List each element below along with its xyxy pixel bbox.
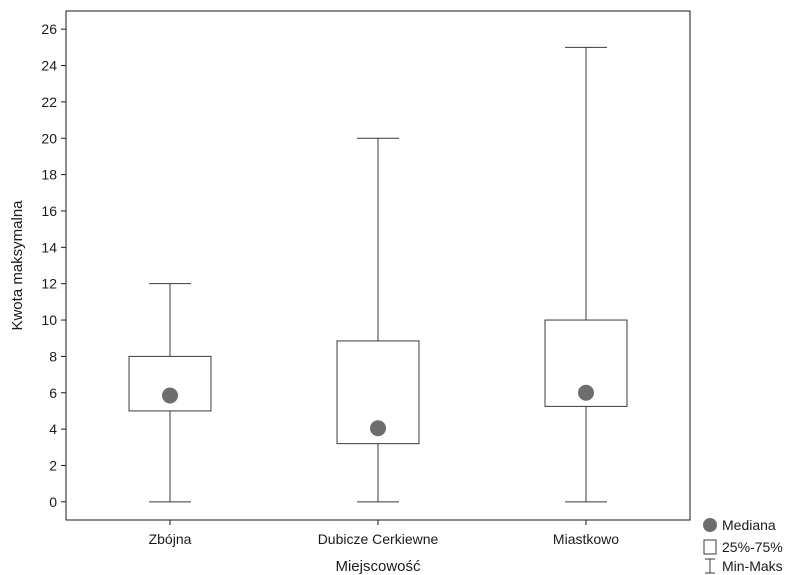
box-group (336, 137, 420, 503)
y-tick-label: 20 (41, 130, 57, 146)
y-tick-label: 18 (41, 167, 57, 183)
legend-item: Min-Maks (705, 558, 783, 574)
legend: Mediana 25%-75% Min-Maks (703, 517, 783, 574)
y-tick-label: 12 (41, 276, 57, 292)
y-tick-label: 26 (41, 21, 57, 37)
x-tick-label: Zbójna (149, 531, 192, 547)
y-axis-title: Kwota maksymalna (9, 200, 26, 331)
y-tick-label: 0 (49, 494, 57, 510)
legend-label: Mediana (722, 517, 776, 533)
x-axis-title: Miejscowość (335, 558, 421, 575)
x-tick-label: Dubicze Cerkiewne (318, 531, 439, 547)
legend-item: Mediana (703, 517, 776, 533)
y-tick-label: 8 (49, 348, 57, 364)
legend-median-icon (703, 518, 717, 532)
y-tick-label: 22 (41, 94, 57, 110)
y-tick-label: 16 (41, 203, 57, 219)
legend-item: 25%-75% (703, 539, 783, 555)
legend-box-icon (703, 539, 717, 555)
box-group (128, 283, 212, 503)
legend-label: 25%-75% (722, 539, 783, 555)
y-tick-label: 10 (41, 312, 57, 328)
median-marker (162, 387, 178, 404)
median-marker (370, 420, 386, 437)
median-marker (578, 384, 594, 401)
y-tick-label: 14 (41, 239, 57, 255)
boxes (128, 46, 628, 503)
legend-label: Min-Maks (722, 558, 783, 574)
box-group (544, 46, 628, 503)
y-tick-label: 6 (49, 385, 57, 401)
y-tick-label: 24 (41, 58, 57, 74)
x-tick-label: Miastkowo (553, 531, 619, 547)
x-axis: Zbójna Dubicze Cerkiewne Miastkowo (149, 520, 619, 547)
y-tick-label: 4 (49, 421, 57, 437)
y-tick-label: 2 (49, 457, 57, 473)
